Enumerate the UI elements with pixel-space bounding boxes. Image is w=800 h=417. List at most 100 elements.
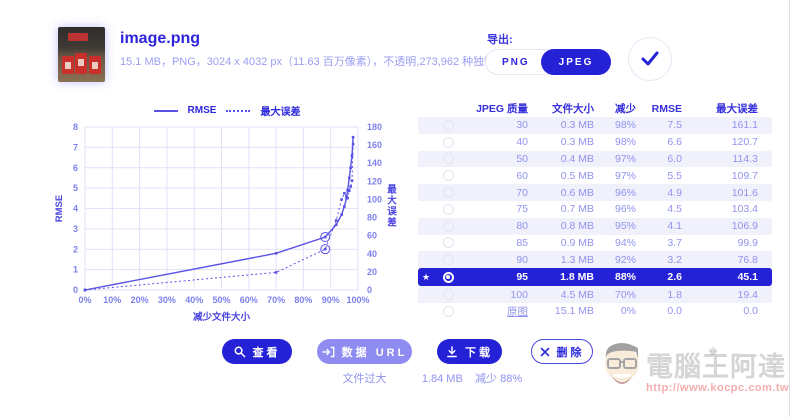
cell-size: 0.8 MB <box>560 220 594 233</box>
cell-quality: 75 <box>516 203 528 216</box>
cell-reduction: 92% <box>614 253 636 266</box>
cell-quality: 50 <box>516 152 528 165</box>
quality-radio[interactable] <box>434 153 462 165</box>
table-row[interactable]: 90 1.3 MB 92% 3.2 76.8 <box>418 251 772 269</box>
quality-radio[interactable] <box>434 289 462 301</box>
table-row[interactable]: 80 0.8 MB 95% 4.1 106.9 <box>418 217 772 235</box>
quality-radio[interactable] <box>434 170 462 182</box>
quality-radio[interactable] <box>434 271 462 283</box>
watermark-title: 電腦王阿達 <box>646 352 786 383</box>
cell-rmse: 5.5 <box>667 169 682 182</box>
data-url-button[interactable]: 数据 URL <box>317 339 412 364</box>
cell-size: 0.3 MB <box>560 136 594 149</box>
table-row[interactable]: 85 0.9 MB 94% 3.7 99.9 <box>418 235 772 252</box>
svg-text:减少文件大小: 减少文件大小 <box>193 311 251 323</box>
cell-quality: 85 <box>516 236 528 249</box>
cell-max-error: 0.0 <box>743 305 758 318</box>
svg-text:100: 100 <box>367 194 382 204</box>
confirm-button[interactable] <box>628 37 672 81</box>
cell-reduction: 98% <box>614 136 636 149</box>
cell-rmse: 4.9 <box>667 186 682 199</box>
table-row[interactable]: 100 4.5 MB 70% 1.8 19.4 <box>418 286 772 303</box>
cell-reduction: 94% <box>614 236 636 249</box>
svg-text:差: 差 <box>387 217 397 229</box>
cell-size: 0.5 MB <box>560 169 594 182</box>
table-row[interactable]: 40 0.3 MB 98% 6.6 120.7 <box>418 134 772 151</box>
scrollbar-track[interactable] <box>789 0 790 417</box>
cell-reduction: 97% <box>614 169 636 182</box>
cell-max-error: 99.9 <box>737 236 758 249</box>
star-icon: ★ <box>422 271 431 282</box>
cell-reduction: 98% <box>614 119 636 132</box>
cell-quality: 80 <box>516 220 528 233</box>
svg-text:40%: 40% <box>185 295 203 305</box>
cell-size: 1.8 MB <box>560 271 594 284</box>
cell-quality: 100 <box>510 288 528 301</box>
export-label: 导出: <box>487 34 513 46</box>
svg-text:180: 180 <box>367 122 382 132</box>
table-header: JPEG 质量 文件大小 减少 RMSE 最大误差 <box>418 100 772 117</box>
cell-rmse: 6.6 <box>667 136 682 149</box>
table-row[interactable]: 30 0.3 MB 98% 7.5 161.1 <box>418 117 772 134</box>
quality-radio[interactable] <box>434 220 462 232</box>
cell-size: 0.6 MB <box>560 186 594 199</box>
cell-rmse: 3.2 <box>667 253 682 266</box>
svg-text:50%: 50% <box>212 295 230 305</box>
file-info: 15.1 MB，PNG，3024 x 4032 px（11.63 百万像素），不… <box>120 56 529 68</box>
quality-radio[interactable] <box>434 119 462 131</box>
svg-text:160: 160 <box>367 140 382 150</box>
svg-text:5: 5 <box>73 183 78 193</box>
quality-radio[interactable] <box>434 254 462 266</box>
table-row[interactable]: 50 0.4 MB 97% 6.0 114.3 <box>418 150 772 168</box>
col-rmse: RMSE <box>651 102 682 115</box>
quality-radio[interactable] <box>434 237 462 249</box>
table-row[interactable]: ★ 95 1.8 MB 88% 2.6 45.1 <box>418 268 772 287</box>
cell-max-error: 101.6 <box>731 186 758 199</box>
col-reduction: 减少 <box>615 103 636 115</box>
chart-legend: RMSE 最大误差 <box>42 103 412 118</box>
cell-size: 0.3 MB <box>560 119 594 132</box>
svg-text:20%: 20% <box>131 295 149 305</box>
format-option-png[interactable]: PNG <box>502 56 530 68</box>
cell-rmse: 6.0 <box>667 152 682 165</box>
download-size: 1.84 MB <box>421 373 463 385</box>
table-row[interactable]: 原图 15.1 MB 0% 0.0 0.0 <box>418 303 772 320</box>
table-row[interactable]: 60 0.5 MB 97% 5.5 109.7 <box>418 167 772 184</box>
svg-text:80: 80 <box>367 213 377 223</box>
quality-table: JPEG 质量 文件大小 减少 RMSE 最大误差 30 0.3 MB 98% 7.5… <box>418 100 772 320</box>
file-thumbnail <box>58 27 105 82</box>
delete-button[interactable]: 删除 <box>531 339 593 364</box>
cell-reduction: 97% <box>614 152 636 165</box>
table-row[interactable]: 75 0.7 MB 96% 4.5 103.4 <box>418 201 772 218</box>
quality-radio[interactable] <box>434 305 462 317</box>
svg-text:7: 7 <box>73 142 78 152</box>
cell-size: 0.7 MB <box>560 203 594 216</box>
svg-text:误: 误 <box>387 206 397 218</box>
svg-text:10%: 10% <box>103 295 121 305</box>
cell-max-error: 103.4 <box>731 203 758 216</box>
quality-radio[interactable] <box>434 203 462 215</box>
cell-size: 0.4 MB <box>560 152 594 165</box>
quality-radio[interactable] <box>434 136 462 148</box>
svg-text:RMSE: RMSE <box>54 195 65 222</box>
cell-reduction: 70% <box>614 288 636 301</box>
check-icon <box>641 51 659 66</box>
cell-rmse: 4.5 <box>667 203 682 216</box>
cell-max-error: 114.3 <box>732 152 759 165</box>
svg-text:60: 60 <box>367 231 377 241</box>
svg-text:3: 3 <box>73 224 78 234</box>
svg-text:4: 4 <box>73 204 78 214</box>
legend-rmse-label: RMSE <box>187 105 217 116</box>
quality-radio[interactable] <box>434 187 462 199</box>
cell-reduction: 88% <box>614 271 636 284</box>
download-button[interactable]: 下载 <box>437 339 502 364</box>
svg-text:20: 20 <box>367 267 377 277</box>
svg-text:120: 120 <box>367 176 382 186</box>
cell-max-error: 109.7 <box>731 169 758 182</box>
quality-table-body: 30 0.3 MB 98% 7.5 161.1 40 0.3 MB 98% 6.6 120.7 50… <box>418 117 772 320</box>
table-row[interactable]: 70 0.6 MB 96% 4.9 101.6 <box>418 184 772 201</box>
format-option-jpeg[interactable]: JPEG <box>540 49 612 75</box>
svg-text:2: 2 <box>73 244 78 254</box>
cell-max-error: 120.7 <box>731 136 758 149</box>
view-button[interactable]: 查看 <box>222 339 292 364</box>
